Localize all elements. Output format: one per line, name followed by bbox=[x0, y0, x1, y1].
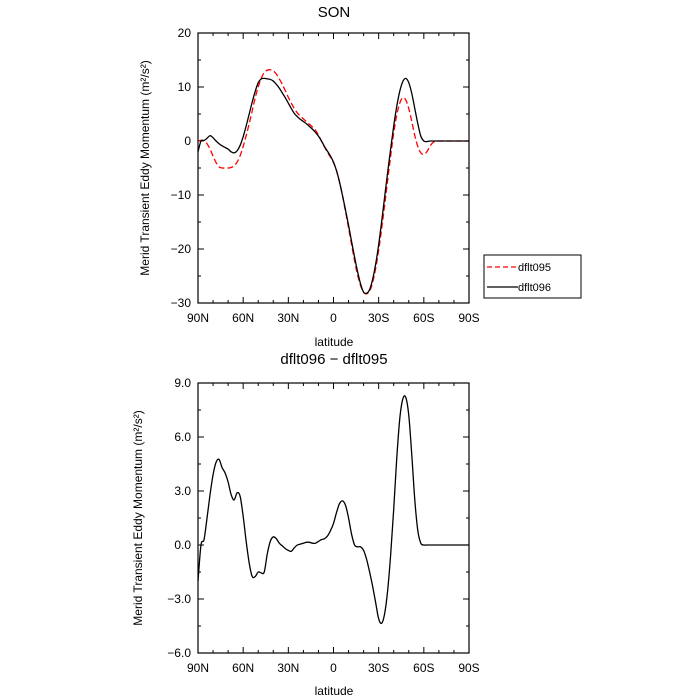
top-chart-series-line-dflt096 bbox=[197, 77, 469, 295]
top-chart-x-tick-label: 0 bbox=[330, 311, 337, 325]
bottom-chart-y-tick-label: −6.0 bbox=[167, 646, 191, 660]
top-chart-ticks: 90N 60N 30N 0 30S 60S 90S 20 10 0 −10 −20 −30 bbox=[171, 26, 480, 325]
bottom-chart-frame bbox=[197, 382, 470, 654]
bottom-chart-series-line-series-0 bbox=[197, 395, 469, 625]
top-chart-y-axis-label: Merid Transient Eddy Momentum (m²/s²) bbox=[138, 60, 152, 275]
bottom-chart-x-tick-label: 30N bbox=[277, 661, 299, 675]
top-chart-x-tick-label: 30N bbox=[277, 311, 299, 325]
bottom-chart-series bbox=[197, 395, 469, 625]
bottom-chart-x-tick-label: 60N bbox=[232, 661, 254, 675]
top-chart-y-tick-label: −10 bbox=[171, 188, 192, 202]
bottom-chart-title: dflt096 − dflt095 bbox=[280, 351, 387, 368]
top-chart-series bbox=[197, 69, 469, 295]
top-chart-series-line-dflt095 bbox=[197, 69, 469, 295]
top-chart-y-tick-label: −20 bbox=[171, 242, 192, 256]
bottom-chart-x-tick-label: 0 bbox=[330, 661, 337, 675]
top-chart-y-tick-label: 20 bbox=[178, 26, 192, 40]
top-chart-y-tick-label: 10 bbox=[178, 80, 192, 94]
top-chart-x-tick-label: 90N bbox=[187, 311, 209, 325]
bottom-chart-y-tick-label: −3.0 bbox=[167, 592, 191, 606]
bottom-chart-x-tick-label: 60S bbox=[413, 661, 434, 675]
top-chart-title: SON bbox=[318, 4, 351, 21]
top-chart-y-tick-label: −30 bbox=[171, 296, 192, 310]
legend-label-dflt096: dflt096 bbox=[518, 282, 551, 294]
top-chart-x-tick-label: 90S bbox=[458, 311, 479, 325]
bottom-chart-y-tick-label: 0.0 bbox=[174, 538, 191, 552]
bottom-chart-x-tick-label: 30S bbox=[368, 661, 389, 675]
bottom-chart-ticks: 90N 60N 30N 0 30S 60S 90S 9.0 6.0 3.0 0.0 −3.0 −6.0 bbox=[167, 376, 479, 675]
bottom-chart-x-tick-label: 90N bbox=[187, 661, 209, 675]
bottom-chart-y-tick-label: 6.0 bbox=[174, 430, 191, 444]
bottom-chart-panel: dflt096 − dflt095 90N 60N 30N 0 30S 60S 90S 9.0… bbox=[131, 351, 480, 698]
bottom-chart-y-axis-label: Merid Transient Eddy Momentum (m²/s²) bbox=[131, 410, 145, 625]
legend-box bbox=[483, 254, 582, 299]
top-chart-y-tick-label: 0 bbox=[184, 134, 191, 148]
legend-label-dflt095: dflt095 bbox=[518, 262, 551, 274]
top-chart-x-tick-label: 60N bbox=[232, 311, 254, 325]
bottom-chart-x-tick-label: 90S bbox=[458, 661, 479, 675]
top-chart-frame bbox=[197, 32, 470, 304]
top-chart-panel: SON 90N 60N 30N 0 30S 60S 90S 20 10 0 −10 −20 −30 la… bbox=[138, 4, 582, 349]
bottom-chart-y-tick-label: 3.0 bbox=[174, 484, 191, 498]
bottom-chart-y-tick-label: 9.0 bbox=[174, 376, 191, 390]
top-chart-x-axis-label: latitude bbox=[315, 335, 354, 349]
top-chart-legend: dflt095 dflt096 bbox=[483, 254, 582, 299]
bottom-chart-x-axis-label: latitude bbox=[315, 684, 354, 698]
top-chart-x-tick-label: 30S bbox=[368, 311, 389, 325]
top-chart-x-tick-label: 60S bbox=[413, 311, 434, 325]
